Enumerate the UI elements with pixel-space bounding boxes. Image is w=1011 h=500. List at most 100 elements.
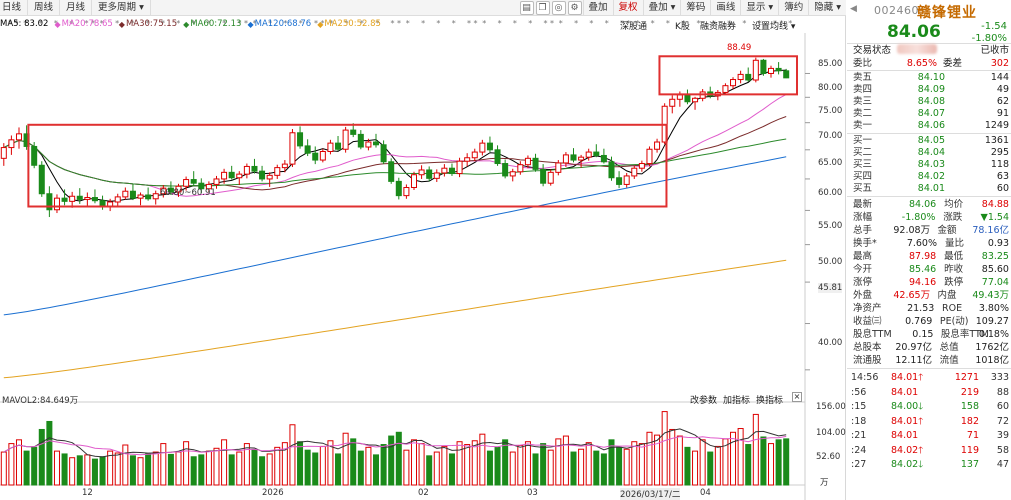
bid-row[interactable]: 买二 84.04 295 <box>847 147 1011 159</box>
volume-bar <box>365 446 372 486</box>
ask-row[interactable]: 卖二 84.07 91 <box>847 108 1011 120</box>
k-share-button[interactable]: K股 <box>675 22 690 32</box>
draw-line-button[interactable]: 画线 <box>710 0 740 16</box>
stat-label: 量比 <box>945 238 965 249</box>
ask-price: 84.07 <box>917 108 945 119</box>
tick-count: 60 <box>996 401 1009 412</box>
tick-row: :15 84.00🡓 158 60 <box>847 400 1011 415</box>
marker-dot: * * <box>467 19 478 28</box>
chips-button[interactable]: 筹码 <box>680 0 710 16</box>
target-icon[interactable]: ◎ <box>551 0 566 15</box>
candle-body <box>259 170 266 180</box>
ask-row[interactable]: 卖四 84.09 49 <box>847 84 1011 96</box>
price-tick: 40.00 <box>818 338 843 348</box>
switch-indicator-button[interactable]: 换指标 <box>756 396 784 406</box>
marker-dot: * <box>329 19 333 28</box>
candle-body <box>502 163 509 177</box>
edit-params-button[interactable]: 改参数 <box>690 396 718 406</box>
ask-row[interactable]: 卖一 84.06 1249 <box>847 120 1011 132</box>
volume-bar <box>312 452 319 486</box>
stat-label: 总值 <box>939 342 959 353</box>
tick-list[interactable]: 14:56 84.01🡑 1271 333:56 84.01 219 88:15 84.00🡓… <box>847 369 1011 473</box>
tab-daily[interactable]: 日线 <box>0 0 29 16</box>
candle-body <box>221 171 228 180</box>
marker-dot: * <box>498 19 502 28</box>
add-overlay-button[interactable]: 叠加 ▾ <box>642 0 681 16</box>
tab-monthly[interactable]: 月线 <box>60 0 93 16</box>
add-indicator-button[interactable]: 加指标 <box>723 396 751 406</box>
bid-volume: 63 <box>996 171 1009 182</box>
contract-button[interactable]: 簿约 <box>778 0 808 16</box>
marker-dot: * <box>697 19 701 28</box>
ask-price: 84.09 <box>917 84 945 95</box>
candle-body <box>145 194 152 200</box>
candle-body <box>623 175 630 185</box>
candle-body <box>654 141 661 150</box>
chart-area: 日线 周线 月线 更多周期 ▾ ▤ ❐ ◎ ⚙ 叠加 复权 叠加 ▾ 筹码 画线… <box>0 0 846 500</box>
volume-bar <box>281 442 288 486</box>
candle-body <box>304 145 311 154</box>
tick-volume: 71 <box>966 430 979 441</box>
bid-volume: 1361 <box>984 135 1009 146</box>
candle-body <box>426 169 433 179</box>
ma-line-ma120 <box>3 156 787 316</box>
price-chart[interactable]: * * * * * * * * * * * * * * * * * * * * * * * * * * * * * * * * * * *… <box>0 15 846 500</box>
volume-bar <box>395 431 402 486</box>
candle-body <box>441 167 448 174</box>
candle-body <box>395 180 402 197</box>
tab-weekly[interactable]: 周线 <box>28 0 61 16</box>
bid-book: 买一 84.05 1361 买二 84.04 295 买三 84.03 118 买四 84.0… <box>847 134 1011 197</box>
price-tick: 55.00 <box>818 221 843 231</box>
marker-dot: * <box>559 19 563 28</box>
volume-bar <box>8 443 15 486</box>
ask-row[interactable]: 卖三 84.08 62 <box>847 96 1011 108</box>
bid-row[interactable]: 买四 84.02 63 <box>847 171 1011 183</box>
chevron-left-icon[interactable]: ◀ <box>850 4 857 14</box>
marker-dot: * <box>299 19 303 28</box>
stat-label: 今开 <box>853 264 873 275</box>
bid-row[interactable]: 买五 84.01 60 <box>847 183 1011 195</box>
layers-icon[interactable]: ▤ <box>519 0 534 15</box>
candle-body <box>433 172 440 179</box>
marker-dot: * <box>742 19 746 28</box>
display-button[interactable]: 显示 ▾ <box>740 0 778 16</box>
volume-bar <box>608 439 615 486</box>
copy-icon[interactable]: ❐ <box>535 0 550 15</box>
ma250-marker-icon: ◆ <box>317 19 324 29</box>
bid-row[interactable]: 买一 84.05 1361 <box>847 135 1011 147</box>
adjust-button[interactable]: 复权 <box>612 0 643 16</box>
hk-connect-button[interactable]: 深股通 <box>620 22 648 32</box>
stat-value: 7.60% <box>906 238 937 249</box>
volume-bar <box>198 454 205 486</box>
volume-bar <box>775 439 782 486</box>
margin-button[interactable]: 融资融券 <box>700 22 737 32</box>
candle-body <box>403 187 410 197</box>
candle-body <box>342 129 349 150</box>
tick-row: :18 84.01🡑 182 72 <box>847 415 1011 430</box>
tab-more-periods[interactable]: 更多周期 ▾ <box>92 0 151 16</box>
close-icon[interactable]: × <box>792 392 802 402</box>
price-tick: 70.00 <box>818 131 843 141</box>
tick-volume: 137 <box>960 459 979 470</box>
volume-bar <box>228 454 235 486</box>
ma-settings-button[interactable]: 设置均线 ▾ <box>752 22 796 32</box>
hide-button[interactable]: 隐藏 ▾ <box>808 0 846 16</box>
quote-stats: 最新 84.06 均价 84.88 涨幅 -1.80% 涨跌 ▼1.54 总手 92.08万 金额 7… <box>847 197 1011 369</box>
volume-bar <box>768 443 775 486</box>
x-axis-label: 2026 <box>262 488 284 498</box>
gear-icon[interactable]: ⚙ <box>567 0 582 15</box>
overlay-button[interactable]: 叠加 <box>582 0 613 16</box>
candle-body <box>228 171 235 179</box>
consolidation-box <box>27 123 668 208</box>
stat-label: 内盘 <box>937 290 957 301</box>
tick-count: 333 <box>990 372 1009 383</box>
marker-dot: * <box>69 19 73 28</box>
volume-bar <box>46 420 53 486</box>
ask-row[interactable]: 卖五 84.10 144 <box>847 72 1011 84</box>
marker-dot: * * <box>314 19 325 28</box>
bid-price: 84.02 <box>917 171 945 182</box>
stat-label: ROE <box>942 303 963 314</box>
bid-label: 买一 <box>853 135 873 146</box>
candle-body <box>752 59 759 81</box>
bid-row[interactable]: 买三 84.03 118 <box>847 159 1011 171</box>
